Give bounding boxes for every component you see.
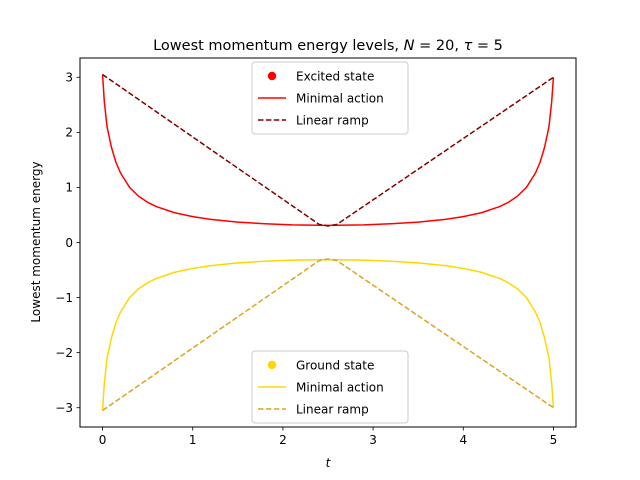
title-n-symbol: N <box>404 38 415 54</box>
x-tick-label: 1 <box>189 433 197 447</box>
title-text: Lowest momentum energy levels, <box>153 38 404 54</box>
series-line-excited_linear <box>102 73 554 227</box>
title-tau-value: = 5 <box>472 38 503 54</box>
y-tick-label: 0 <box>65 236 73 250</box>
legend-entry-label: Minimal action <box>296 381 384 395</box>
y-tick-label: 1 <box>65 181 73 195</box>
y-tick-label: −2 <box>55 346 73 360</box>
series-line-ground_linear <box>102 258 554 412</box>
y-axis-ticks: −3 −2 −1 0 1 2 3 <box>55 71 80 415</box>
x-tick-label: 5 <box>550 433 558 447</box>
y-tick-label: −3 <box>55 401 73 415</box>
x-axis-ticks: 0 1 2 3 4 5 <box>99 427 558 447</box>
title-tau-symbol: τ <box>464 38 473 54</box>
legend-entry-label: Linear ramp <box>296 403 369 417</box>
plot-lines <box>101 73 555 412</box>
legend-excited-state: Excited state Minimal action Linear ramp <box>251 61 409 135</box>
y-tick-label: 2 <box>65 126 73 140</box>
legend-dot-marker <box>267 360 277 370</box>
x-axis-label: t <box>326 456 332 470</box>
legend-entry-label: Excited state <box>296 70 374 84</box>
title-n-value: = 20, <box>415 38 464 54</box>
x-tick-label: 3 <box>369 433 377 447</box>
x-tick-label: 0 <box>99 433 107 447</box>
legend-entry-label: Ground state <box>296 359 374 373</box>
legend-box <box>251 350 409 424</box>
y-axis-label: Lowest momentum energy <box>29 161 43 322</box>
legend-entry-label: Minimal action <box>296 92 384 106</box>
chart-title: Lowest momentum energy levels, N = 20, τ… <box>153 38 503 54</box>
legend-box <box>251 61 409 135</box>
legend-dot-marker <box>267 71 277 81</box>
y-tick-label: −1 <box>55 291 73 305</box>
y-tick-label: 3 <box>65 71 73 85</box>
x-tick-label: 4 <box>459 433 467 447</box>
x-tick-label: 2 <box>279 433 287 447</box>
legend-entry-label: Linear ramp <box>296 114 369 128</box>
legend-ground-state: Ground state Minimal action Linear ramp <box>251 350 409 424</box>
